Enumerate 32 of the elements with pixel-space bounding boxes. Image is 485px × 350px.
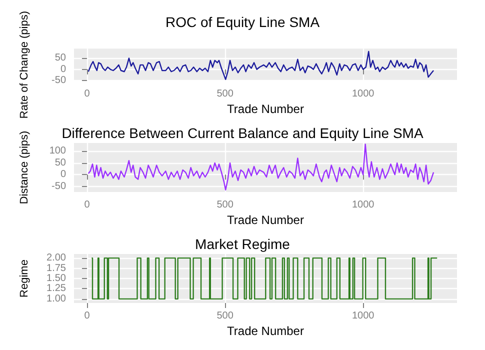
y-tick-label: -50 bbox=[52, 180, 66, 192]
y-axis-title: Rate of Change (pips) bbox=[18, 10, 30, 119]
y-tick-label: 1.00 bbox=[46, 293, 66, 304]
x-tick-label: 1000 bbox=[352, 200, 375, 210]
chart-title: Difference Between Current Balance and Equity Line SMA bbox=[62, 125, 424, 141]
chart-title: Market Regime bbox=[195, 236, 290, 252]
y-axis-title: Distance (pips) bbox=[18, 130, 30, 204]
x-tick-label: 0 bbox=[84, 310, 90, 322]
y-tick-label: 0 bbox=[60, 64, 66, 75]
y-tick-label: 50 bbox=[54, 52, 66, 64]
y-tick-label: 2.00 bbox=[46, 252, 66, 264]
y-axis-title: Regime bbox=[18, 260, 30, 298]
y-tick-label: 50 bbox=[54, 157, 66, 168]
x-axis-title: Trade Number bbox=[227, 102, 304, 116]
x-tick-label: 500 bbox=[216, 310, 234, 322]
y-tick-label: 100 bbox=[49, 146, 66, 157]
x-axis-title: Trade Number bbox=[227, 213, 304, 227]
x-axis-title: Trade Number bbox=[227, 324, 304, 338]
chart-title: ROC of Equity Line SMA bbox=[165, 14, 320, 30]
x-tick-label: 0 bbox=[84, 200, 90, 210]
y-tick-label: 1.25 bbox=[46, 283, 66, 294]
x-tick-label: 500 bbox=[216, 88, 234, 100]
line-series bbox=[88, 144, 434, 190]
y-tick-label: 1.50 bbox=[46, 273, 66, 284]
y-tick-label: 1.75 bbox=[46, 262, 66, 274]
x-tick-label: 1000 bbox=[352, 310, 375, 322]
x-tick-label: 1000 bbox=[352, 88, 375, 100]
line-series bbox=[88, 50, 434, 80]
y-tick-label: -50 bbox=[52, 75, 66, 86]
x-tick-label: 500 bbox=[216, 200, 234, 210]
y-tick-label: 0 bbox=[60, 169, 66, 180]
x-tick-label: 0 bbox=[84, 88, 90, 100]
